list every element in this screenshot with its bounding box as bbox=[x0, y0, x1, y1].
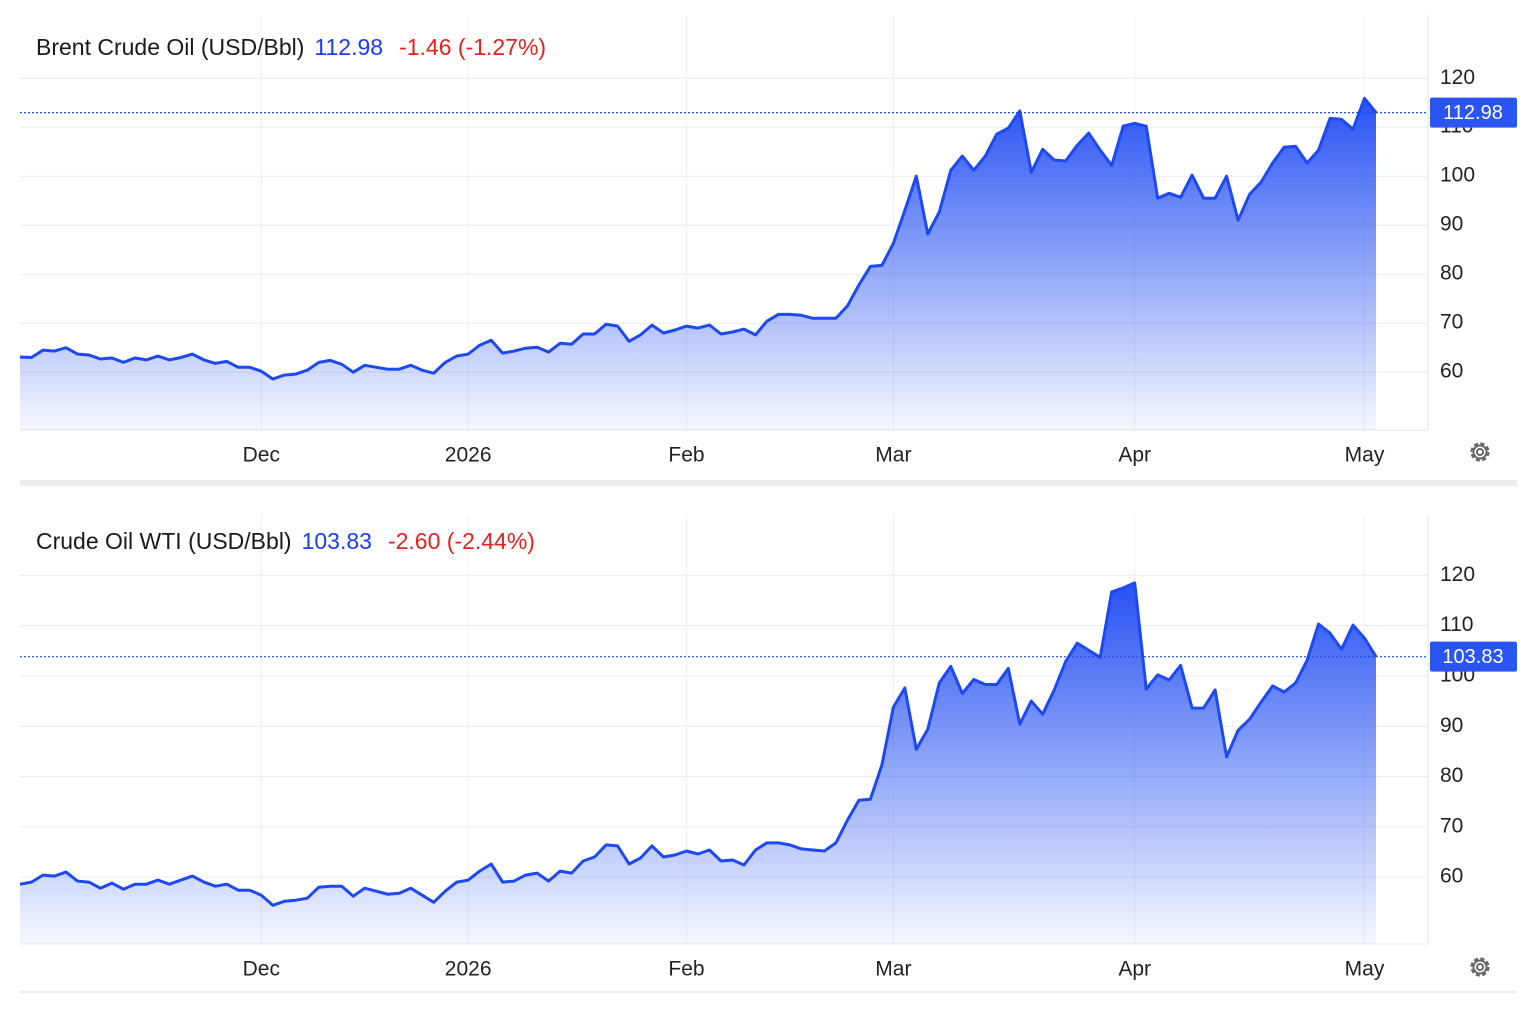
chart-title: Crude Oil WTI (USD/Bbl) bbox=[36, 528, 292, 554]
y-tick-label: 100 bbox=[1440, 164, 1475, 187]
y-tick-label: 70 bbox=[1440, 814, 1463, 837]
y-tick-label: 110 bbox=[1440, 613, 1473, 636]
line bbox=[19, 96, 1378, 381]
chart-header: Crude Oil WTI (USD/Bbl) 103.83 -2.60 (-2.4… bbox=[36, 528, 535, 554]
last-price: 103.83 bbox=[302, 528, 372, 554]
chart-title: Brent Crude Oil (USD/Bbl) bbox=[36, 34, 304, 60]
area bbox=[20, 582, 1376, 944]
price-tag-label: 103.83 bbox=[1442, 646, 1503, 668]
price-tag bbox=[1430, 97, 1517, 128]
x-tick-label: 2026 bbox=[445, 958, 492, 981]
x-tick-label: Feb bbox=[668, 444, 704, 467]
last-price: 112.98 bbox=[314, 34, 383, 60]
x-tick-label: Apr bbox=[1118, 958, 1151, 981]
y-tick-label: 60 bbox=[1440, 865, 1463, 888]
x-tick-label: Apr bbox=[1118, 444, 1151, 467]
chart-header: Brent Crude Oil (USD/Bbl) 112.98 -1.46 (-1… bbox=[36, 34, 546, 60]
price-tag bbox=[1430, 641, 1517, 672]
y-tick-label: 70 bbox=[1440, 311, 1463, 334]
y-tick-label: 80 bbox=[1440, 262, 1463, 285]
settings-icon[interactable] bbox=[1470, 442, 1490, 462]
y-tick-label: 120 bbox=[1440, 66, 1475, 89]
x-tick-label: Mar bbox=[875, 958, 911, 981]
price-change: -1.46 (-1.27%) bbox=[399, 34, 546, 60]
separator bbox=[20, 991, 1517, 993]
y-tick-label: 60 bbox=[1440, 360, 1463, 383]
price-change: -2.60 (-2.44%) bbox=[388, 528, 535, 554]
x-tick-label: 2026 bbox=[445, 444, 492, 467]
y-tick-label: 90 bbox=[1440, 714, 1463, 737]
area bbox=[20, 98, 1376, 431]
x-tick-label: Feb bbox=[668, 958, 704, 981]
line bbox=[19, 581, 1378, 907]
separator bbox=[20, 480, 1517, 486]
x-tick-label: May bbox=[1345, 958, 1385, 981]
y-tick-label: 80 bbox=[1440, 764, 1463, 787]
settings-icon[interactable] bbox=[1470, 957, 1490, 977]
y-tick-label: 120 bbox=[1440, 563, 1475, 586]
x-tick-label: May bbox=[1345, 444, 1385, 467]
x-tick-label: Mar bbox=[875, 444, 911, 467]
y-tick-label: 90 bbox=[1440, 213, 1463, 236]
x-tick-label: Dec bbox=[243, 444, 280, 467]
price-tag-label: 112.98 bbox=[1443, 102, 1503, 124]
x-tick-label: Dec bbox=[243, 958, 280, 981]
